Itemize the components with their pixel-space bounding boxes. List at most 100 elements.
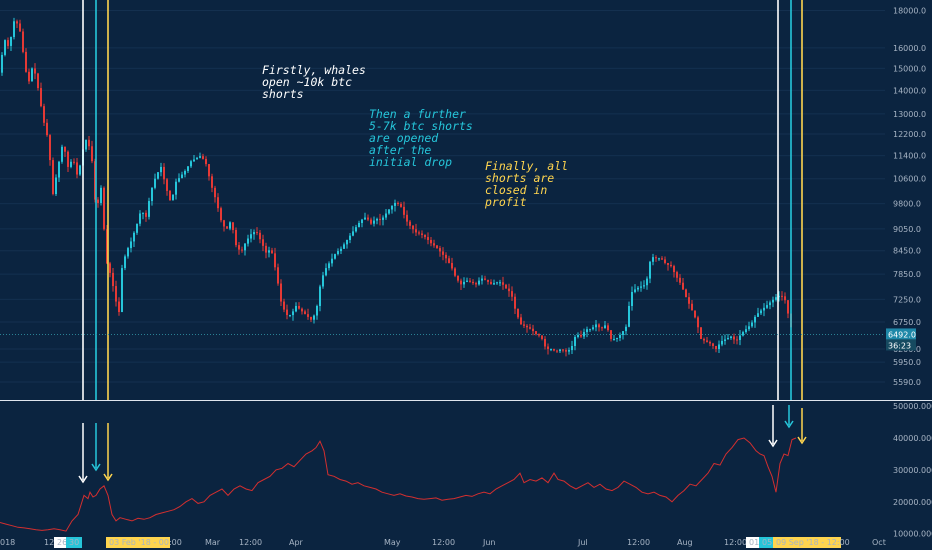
time-axis: 018 12: 26 30 03 Feb '18 - 00:00 Mar 12:00 Apr M…	[0, 537, 886, 548]
candle-body	[328, 263, 330, 269]
price-tick-label: 14000.0	[893, 86, 926, 95]
candle-body	[352, 231, 354, 236]
candle-body	[550, 349, 552, 351]
annotation-line: open ~10k btc	[262, 75, 352, 89]
candle-body	[100, 187, 102, 203]
candle-body	[289, 315, 291, 317]
candle-body	[190, 161, 192, 167]
candle-body	[343, 244, 345, 249]
candle-body	[553, 349, 555, 351]
candle-body	[73, 161, 75, 163]
candle-body	[295, 305, 297, 312]
candle-body	[607, 325, 609, 331]
candle-body	[571, 345, 573, 351]
price-tick-label: 13000.0	[893, 110, 926, 119]
price-tick-label: 10600.0	[893, 175, 926, 184]
annotation-line: shorts are	[485, 171, 554, 185]
candle-body	[19, 23, 21, 32]
candle-body	[334, 254, 336, 259]
candle-body	[586, 329, 588, 333]
time-tick-label: 12:00	[239, 538, 262, 547]
candle-body	[349, 235, 351, 240]
candle-body	[694, 310, 696, 318]
candle-body	[517, 308, 519, 318]
price-tick-label: 12200.0	[893, 130, 926, 139]
candle-body	[712, 343, 714, 346]
time-tick-label: Mar	[205, 538, 221, 547]
candle-body	[724, 339, 726, 341]
arrow-head	[91, 463, 101, 472]
candle-body	[649, 261, 651, 279]
candle-body	[373, 220, 375, 224]
candle-body	[427, 237, 429, 240]
candle-body	[667, 262, 669, 265]
candle-body	[376, 218, 378, 221]
candle-body	[325, 268, 327, 276]
candle-body	[688, 297, 690, 304]
candle-body	[454, 268, 456, 276]
candle-body	[640, 286, 642, 288]
candle-body	[217, 197, 219, 209]
time-tick-label: 01	[749, 538, 759, 547]
time-tick-label: 018	[0, 538, 15, 547]
indicator-tick-label: 50000.0000	[893, 402, 932, 411]
candle-body	[592, 327, 594, 330]
price-tick-label: 9800.0	[893, 200, 921, 209]
candle-body	[535, 331, 537, 335]
candle-body	[22, 31, 24, 52]
candle-body	[271, 250, 273, 254]
candle-body	[31, 68, 33, 82]
candle-body	[139, 213, 141, 224]
candle-body	[493, 283, 495, 285]
candle-body	[652, 257, 654, 262]
candle-body	[745, 329, 747, 333]
candle-body	[52, 160, 54, 195]
price-tags: 6492.0 36:23	[0, 328, 916, 351]
candle-body	[175, 181, 177, 195]
candle-body	[154, 178, 156, 188]
candle-body	[622, 331, 624, 336]
candle-body	[529, 327, 531, 329]
arrow-head	[103, 473, 113, 482]
time-tick-label: 05	[762, 538, 772, 547]
candle-body	[715, 345, 717, 350]
annotation-line: closed in	[485, 183, 547, 197]
candle-body	[730, 336, 732, 338]
candle-body	[691, 303, 693, 311]
candle-body	[184, 171, 186, 175]
candle-body	[781, 295, 783, 297]
candle-body	[274, 253, 276, 268]
candle-body	[286, 309, 288, 316]
candle-body	[250, 234, 252, 239]
candle-body	[355, 227, 357, 232]
candle-body	[634, 289, 636, 292]
last-price-tag	[886, 328, 916, 340]
candle-body	[451, 262, 453, 269]
candle-body	[748, 326, 750, 330]
countdown-label: 36:23	[888, 341, 911, 350]
price-tick-label: 9050.0	[893, 225, 921, 234]
time-tick-label: 03 Feb '18 - 00:00	[109, 538, 182, 547]
candle-body	[520, 317, 522, 325]
candle-body	[670, 264, 672, 267]
candle-body	[124, 256, 126, 269]
candle-body	[106, 229, 108, 264]
candle-body	[76, 162, 78, 175]
candle-body	[256, 232, 258, 234]
marker-arrows	[78, 405, 807, 484]
candle-body	[49, 135, 51, 161]
candle-body	[547, 346, 549, 350]
candle-body	[67, 151, 69, 167]
candle-body	[514, 296, 516, 309]
candle-body	[625, 326, 627, 332]
candle-body	[541, 335, 543, 339]
candle-body	[556, 350, 558, 352]
price-grid	[0, 10, 885, 383]
candle-body	[238, 245, 240, 250]
candle-body	[628, 305, 630, 327]
candle-body	[193, 159, 195, 162]
candle-body	[88, 139, 90, 147]
candle-body	[4, 40, 6, 55]
